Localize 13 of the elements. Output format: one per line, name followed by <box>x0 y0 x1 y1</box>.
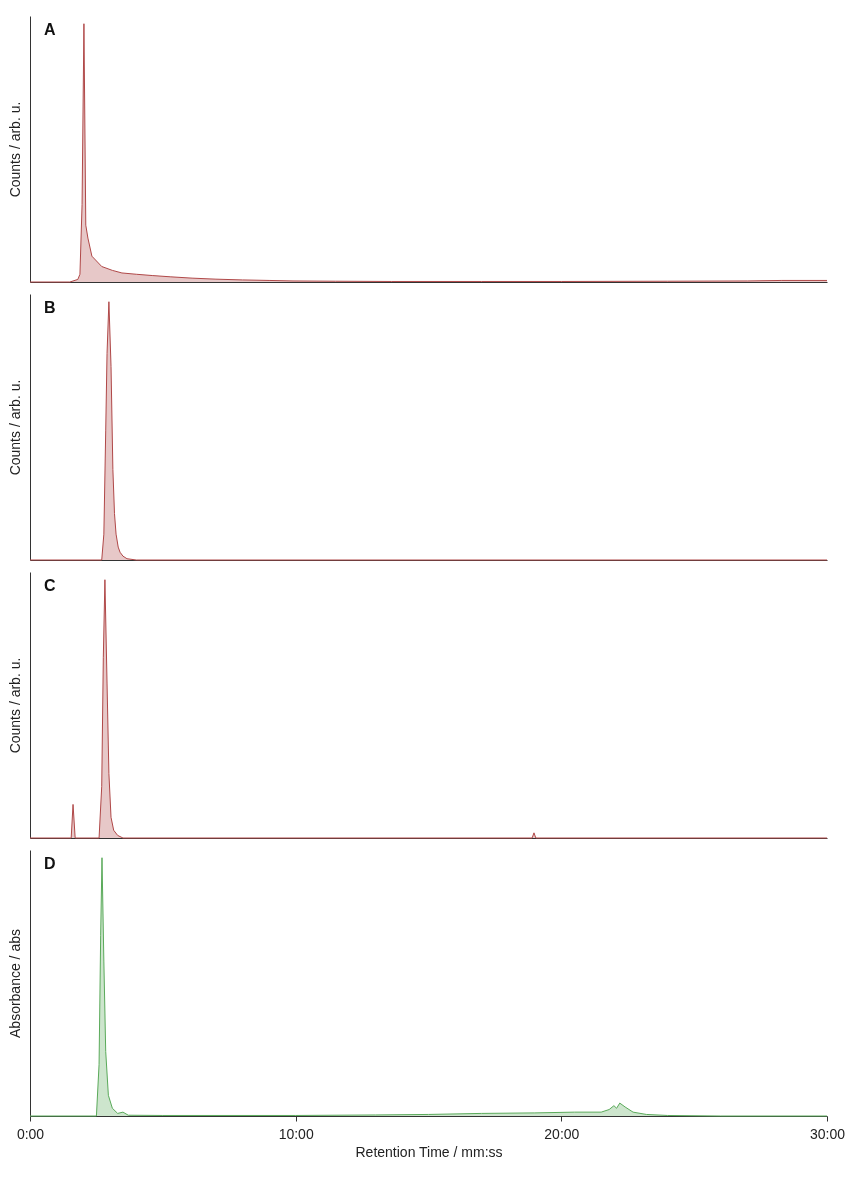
y-axis-title: Counts / arb. u. <box>6 379 23 476</box>
x-tick-label: 30:00 <box>809 1125 846 1142</box>
y-axis-title: Absorbance / abs <box>6 929 23 1038</box>
x-axis-title: Retention Time / mm:ss <box>355 1143 503 1160</box>
y-axis-title: Counts / arb. u. <box>6 101 23 198</box>
x-tick-label: 0:00 <box>16 1125 45 1142</box>
chart-title: D <box>44 855 56 872</box>
x-tick-label: 20:00 <box>544 1125 580 1142</box>
chart-title: B <box>44 299 56 316</box>
chart-title: A <box>44 21 56 38</box>
chart-title: C <box>44 577 56 594</box>
y-axis-title: Counts / arb. u. <box>6 657 23 754</box>
x-tick-label: 10:00 <box>278 1125 314 1142</box>
